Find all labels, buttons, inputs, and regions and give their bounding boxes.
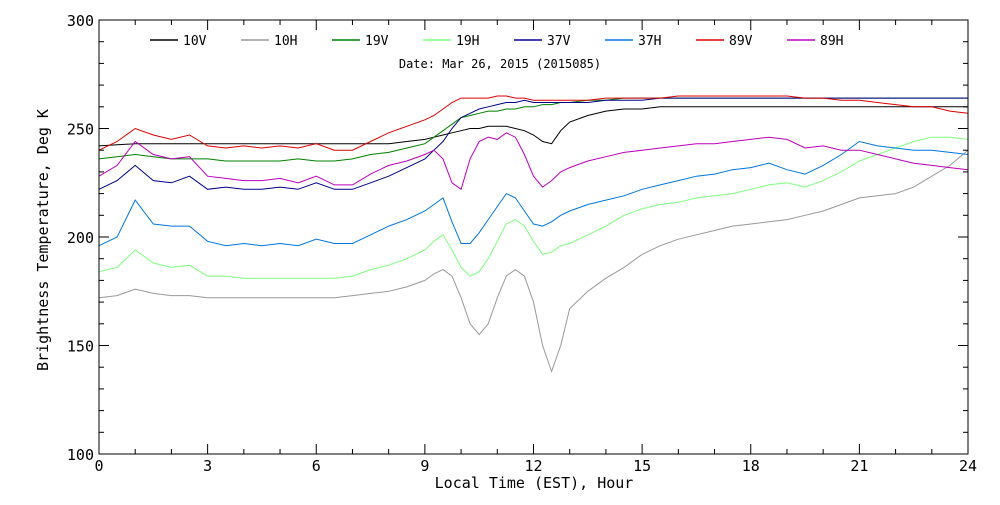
y-tick-label: 100: [67, 446, 94, 464]
legend-label-89v: 89V: [729, 34, 753, 49]
x-tick-label: 21: [850, 457, 868, 475]
series-line-89v: [98, 95, 969, 151]
legend: 10V 10H 19V 19H 37V 37H 89V 89H: [150, 34, 843, 49]
series-line-37v: [98, 97, 968, 190]
series-line-19h: [98, 136, 969, 279]
x-tick-label: 24: [959, 457, 977, 475]
tick-marks: [98, 19, 969, 455]
legend-label-37h: 37H: [638, 34, 661, 49]
legend-label-10v: 10V: [183, 34, 207, 49]
legend-label-19v: 19V: [365, 34, 389, 49]
y-axis-title: Brightness Temperature, Deg K: [34, 109, 52, 371]
x-tick-label: 18: [742, 457, 760, 475]
series-line-10h: [98, 149, 969, 374]
y-tick-label: 150: [67, 338, 94, 356]
series-line-37h: [98, 140, 969, 247]
series-layer: [98, 95, 969, 374]
plot-frame: [98, 19, 969, 455]
legend-label-10h: 10H: [274, 34, 297, 49]
legend-label-89h: 89H: [820, 34, 843, 49]
x-axis-title: Local Time (EST), Hour: [435, 474, 634, 492]
series-line-89h: [98, 132, 969, 191]
x-tick-label: 15: [633, 457, 651, 475]
y-tick-label: 300: [67, 12, 94, 30]
series-line-19v: [98, 97, 968, 162]
x-tick-label: 0: [94, 457, 103, 475]
series-line-10v: [98, 106, 968, 147]
legend-label-19h: 19H: [456, 34, 479, 49]
chart-subtitle: Date: Mar 26, 2015 (2015085): [399, 57, 601, 71]
legend-label-37v: 37V: [547, 34, 571, 49]
x-tick-label: 9: [420, 457, 429, 475]
tick-labels: 0 3 6 9 12 15 18 21 24 100 150 200 250 300: [67, 12, 977, 475]
x-tick-label: 12: [524, 457, 542, 475]
y-tick-label: 250: [67, 121, 94, 139]
y-tick-label: 200: [67, 229, 94, 247]
x-tick-label: 6: [312, 457, 321, 475]
x-tick-label: 3: [203, 457, 212, 475]
